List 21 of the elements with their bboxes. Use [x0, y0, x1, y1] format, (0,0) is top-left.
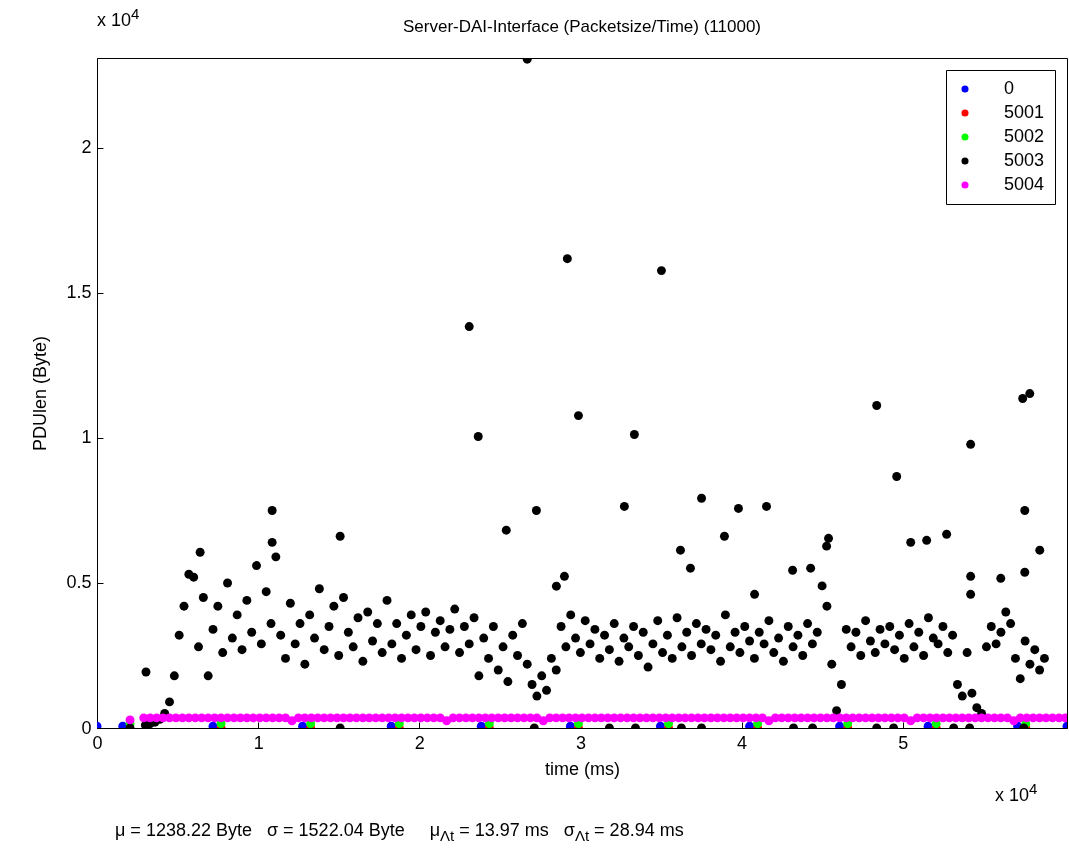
- y-tick-label: 1.5: [66, 282, 92, 303]
- legend-label: 5004: [1004, 174, 1045, 194]
- y-tick-label: 1: [81, 427, 92, 448]
- legend-label: 5003: [1004, 150, 1045, 170]
- legend-label: 5002: [1004, 126, 1045, 146]
- y-tick-label: 0: [81, 717, 92, 738]
- chart-title: Server-DAI-Interface (Packetsize/Time) (11000): [402, 17, 762, 36]
- y-axis-title: PDUlen (Byte): [30, 335, 51, 452]
- text: μ = 1238.22 Byte σ = 1522.04 Byte μ$_{Λt}$ = 13.97 ms σ$_{Λt}$ = 28.94 ms: [115, 820, 684, 844]
- y-tick-label: 0.5: [66, 572, 92, 593]
- x-tick-label: 1: [253, 732, 264, 753]
- x-tick-label: 5: [898, 732, 909, 753]
- legend-label: 0: [1004, 78, 1015, 98]
- legend-label: 5001: [1004, 102, 1045, 122]
- x-tick-label: 4: [737, 732, 748, 753]
- x-axis-title: time (ms): [545, 758, 620, 779]
- y-tick-label: 2: [81, 137, 92, 158]
- text: x 10$^{4}$: [995, 780, 1038, 806]
- x-tick-label: 3: [575, 732, 586, 753]
- x-tick-label: 2: [414, 732, 425, 753]
- text: x 10$^{4}$: [97, 5, 140, 31]
